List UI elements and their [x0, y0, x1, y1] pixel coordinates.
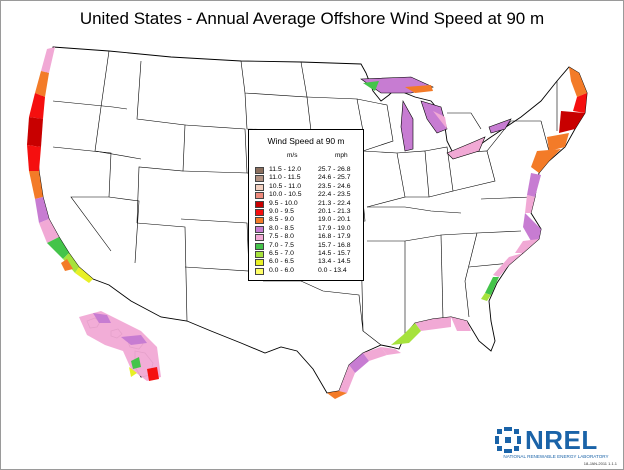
- nrel-logo-mark-icon: [495, 427, 521, 453]
- legend-mph-range: 20.1 - 21.3: [318, 207, 351, 215]
- legend-row: 6.5 - 7.0 14.5 - 15.7: [255, 250, 359, 258]
- legend-mph-range: 21.3 - 22.4: [318, 199, 351, 207]
- great-lakes-shades: [363, 81, 447, 129]
- legend-mph-range: 19.0 - 20.1: [318, 216, 351, 224]
- legend-swatch: [255, 200, 264, 208]
- legend-ms-range: 7.5 - 8.0: [269, 233, 294, 241]
- legend-ms-range: 10.5 - 11.0: [269, 182, 301, 190]
- legend-swatch: [255, 192, 264, 200]
- legend-ms-range: 9.5 - 10.0: [269, 199, 298, 207]
- nrel-logo-wordmark: NREL: [525, 425, 598, 455]
- legend-swatch: [255, 183, 264, 191]
- legend-ms-range: 11.5 - 12.0: [269, 166, 301, 173]
- legend-row: 8.0 - 8.5 17.9 - 19.0: [255, 225, 359, 233]
- legend-ms-range: 8.5 - 9.0: [269, 216, 294, 224]
- legend-mph-range: 24.6 - 25.7: [318, 174, 351, 182]
- legend-row: 6.0 - 6.5 13.4 - 14.5: [255, 258, 359, 267]
- legend-swatch: [255, 259, 264, 267]
- legend-mph-range: 13.4 - 14.5: [318, 258, 351, 266]
- legend-ms-range: 9.0 - 9.5: [269, 207, 294, 215]
- legend-mph-range: 16.8 - 17.9: [318, 233, 351, 241]
- hawaii-wind-bands: [79, 311, 161, 381]
- legend-swatch: [255, 267, 264, 275]
- legend-row: 8.5 - 9.0 19.0 - 20.1: [255, 216, 359, 225]
- legend-swatch: [255, 167, 264, 174]
- gulf-wind-bands: [327, 317, 471, 399]
- legend-swatch: [255, 250, 264, 258]
- legend-ms-range: 7.0 - 7.5: [269, 241, 294, 249]
- legend-title: Wind Speed at 90 m: [267, 136, 345, 146]
- map-version-stamp: 18-JAN-2011 1.1.1: [583, 461, 617, 466]
- legend-row: 10.0 - 10.5 22.4 - 23.5: [255, 191, 359, 200]
- pacific-wind-bands: [27, 47, 93, 283]
- legend-rows: 11.5 - 12.0 25.7 - 26.8 11.0 - 11.5 24.6 - …: [255, 166, 359, 275]
- nrel-logo: NREL NATIONAL RENEWABLE ENERGY LABORATOR…: [495, 425, 617, 467]
- atlantic-wind-bands: [481, 67, 587, 301]
- legend-ms-range: 6.5 - 7.0: [269, 249, 294, 257]
- legend: Wind Speed at 90 m m/s mph 11.5 - 12.0 25…: [248, 129, 364, 281]
- legend-mph-range: 0.0 - 13.4: [318, 266, 347, 274]
- legend-ms-range: 6.0 - 6.5: [269, 258, 294, 266]
- legend-row: 11.5 - 12.0 25.7 - 26.8: [255, 166, 359, 174]
- legend-row: 7.0 - 7.5 15.7 - 16.8: [255, 242, 359, 250]
- legend-row: 11.0 - 11.5 24.6 - 25.7: [255, 174, 359, 183]
- nrel-logo-subtitle: NATIONAL RENEWABLE ENERGY LABORATORY: [503, 454, 609, 459]
- legend-row: 9.0 - 9.5 20.1 - 21.3: [255, 208, 359, 216]
- legend-mph-range: 25.7 - 26.8: [318, 166, 351, 173]
- legend-mph-range: 23.5 - 24.6: [318, 182, 351, 190]
- legend-row: 7.5 - 8.0 16.8 - 17.9: [255, 233, 359, 242]
- legend-ms-range: 11.0 - 11.5: [269, 174, 301, 182]
- legend-swatch: [255, 225, 264, 233]
- legend-swatch: [255, 175, 264, 183]
- legend-row: 10.5 - 11.0 23.5 - 24.6: [255, 183, 359, 191]
- legend-unit-mph: mph: [335, 152, 348, 159]
- legend-mph-range: 15.7 - 16.8: [318, 241, 351, 249]
- map-title: United States - Annual Average Offshore …: [79, 9, 545, 28]
- legend-ms-range: 10.0 - 10.5: [269, 191, 302, 199]
- legend-swatch: [255, 217, 264, 225]
- legend-row: 9.5 - 10.0 21.3 - 22.4: [255, 200, 359, 208]
- legend-swatch: [255, 208, 264, 216]
- legend-ms-range: 8.0 - 8.5: [269, 224, 294, 232]
- legend-row: 0.0 - 6.0 0.0 - 13.4: [255, 267, 359, 275]
- legend-swatch: [255, 234, 264, 242]
- legend-mph-range: 17.9 - 19.0: [318, 224, 351, 232]
- legend-mph-range: 14.5 - 15.7: [318, 249, 351, 257]
- legend-swatch: [255, 242, 264, 250]
- legend-unit-ms: m/s: [287, 152, 298, 159]
- legend-ms-range: 0.0 - 6.0: [269, 266, 294, 274]
- legend-mph-range: 22.4 - 23.5: [318, 191, 351, 199]
